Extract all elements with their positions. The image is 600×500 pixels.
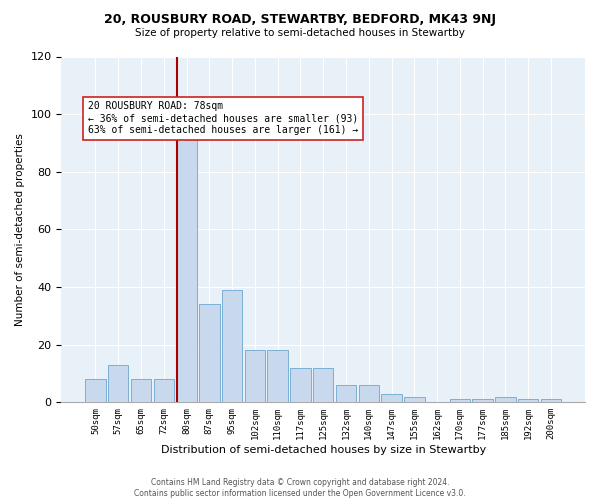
Bar: [404, 396, 425, 402]
Bar: [495, 396, 515, 402]
Bar: [313, 368, 334, 402]
Bar: [85, 380, 106, 402]
Bar: [359, 385, 379, 402]
Bar: [541, 400, 561, 402]
Bar: [108, 365, 128, 403]
Bar: [176, 120, 197, 403]
Y-axis label: Number of semi-detached properties: Number of semi-detached properties: [15, 133, 25, 326]
Text: 20 ROUSBURY ROAD: 78sqm
← 36% of semi-detached houses are smaller (93)
63% of se: 20 ROUSBURY ROAD: 78sqm ← 36% of semi-de…: [88, 102, 358, 134]
Bar: [518, 400, 538, 402]
Text: 20, ROUSBURY ROAD, STEWARTBY, BEDFORD, MK43 9NJ: 20, ROUSBURY ROAD, STEWARTBY, BEDFORD, M…: [104, 12, 496, 26]
Bar: [472, 400, 493, 402]
Bar: [449, 400, 470, 402]
Bar: [336, 385, 356, 402]
X-axis label: Distribution of semi-detached houses by size in Stewartby: Distribution of semi-detached houses by …: [161, 445, 486, 455]
Bar: [381, 394, 402, 402]
Text: Contains HM Land Registry data © Crown copyright and database right 2024.
Contai: Contains HM Land Registry data © Crown c…: [134, 478, 466, 498]
Bar: [245, 350, 265, 403]
Bar: [268, 350, 288, 403]
Text: Size of property relative to semi-detached houses in Stewartby: Size of property relative to semi-detach…: [135, 28, 465, 38]
Bar: [131, 380, 151, 402]
Bar: [154, 380, 174, 402]
Bar: [222, 290, 242, 403]
Bar: [290, 368, 311, 402]
Bar: [199, 304, 220, 402]
